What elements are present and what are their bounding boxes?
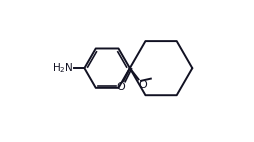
Text: O: O <box>139 80 148 90</box>
Text: O: O <box>116 82 125 92</box>
Text: H$_2$N: H$_2$N <box>52 61 74 75</box>
